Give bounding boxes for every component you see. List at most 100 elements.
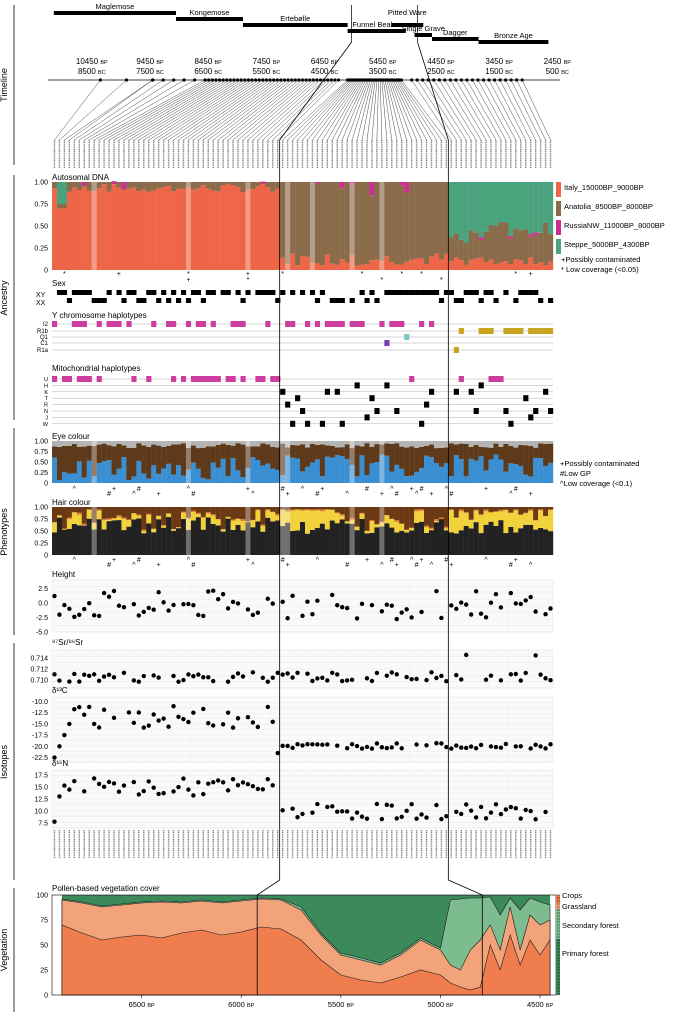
- eye-marker: #: [137, 486, 141, 493]
- data-point: [533, 653, 538, 658]
- eye-brown-bar: [503, 443, 509, 472]
- hair-bar: [428, 527, 435, 530]
- hair-bar: [528, 509, 534, 511]
- eye-brown-bar: [384, 443, 390, 456]
- ancestry-bar: [493, 264, 499, 270]
- mito-marker: [473, 408, 479, 414]
- mito-marker: [225, 376, 231, 382]
- data-point: [101, 784, 107, 789]
- ancestry-bar: [463, 264, 469, 270]
- eye-brown-bar: [91, 445, 97, 477]
- ancestry-bar: [230, 182, 236, 185]
- sample-connector: [292, 79, 352, 141]
- hair-bar: [215, 507, 221, 520]
- mito-marker: [195, 376, 202, 382]
- data-point: [96, 613, 102, 619]
- hair-bar: [309, 507, 316, 510]
- legend-steppe: Steppe_5000BP_4300BP: [564, 240, 650, 249]
- eye-note-lowcov: ^Low coverage (<0.1): [560, 479, 633, 488]
- hair-bar: [503, 507, 509, 510]
- hair-bar: [468, 528, 474, 555]
- eye-brown-bar: [61, 446, 68, 473]
- hair-bar: [275, 520, 281, 555]
- eye-blue-bar: [379, 454, 385, 483]
- timeline-tick-bc: 5500 BC: [253, 67, 281, 76]
- hair-bar: [468, 507, 474, 520]
- ychrom-marker: [404, 334, 410, 340]
- hair-bar: [76, 525, 82, 555]
- mito-marker: [394, 408, 400, 414]
- ancestry-bar: [389, 262, 395, 270]
- data-point: [265, 704, 270, 710]
- hair-bar: [538, 510, 544, 528]
- eye-blue-bar: [290, 457, 296, 483]
- data-point: [483, 677, 489, 682]
- data-point: [87, 601, 92, 606]
- data-point: [141, 609, 146, 615]
- eye-grey-bar: [230, 441, 236, 446]
- eye-brown-bar: [359, 446, 365, 456]
- ancestry-bar: [166, 185, 172, 270]
- ancestry-bar: [374, 182, 380, 260]
- data-point: [141, 673, 146, 679]
- hair-bar: [230, 520, 236, 530]
- hair-bar: [265, 507, 271, 510]
- eye-brown-bar: [195, 448, 202, 469]
- ancestry-bar: [508, 263, 514, 270]
- ychrom-marker: [81, 321, 87, 327]
- ancestry-bar: [498, 182, 504, 223]
- hair-bar: [86, 507, 92, 510]
- eye-blue-bar: [438, 466, 445, 483]
- data-point: [354, 743, 360, 749]
- eye-brown-bar: [433, 448, 440, 464]
- eye-grey-bar: [136, 441, 142, 444]
- hair-bar: [414, 511, 420, 523]
- ancestry-bar: [354, 182, 360, 266]
- hair-bar: [190, 520, 197, 555]
- data-point: [285, 671, 290, 676]
- hair-bar: [121, 530, 127, 555]
- hair-bar: [468, 519, 474, 521]
- eye-brown-bar: [136, 443, 142, 461]
- ancestry-bar: [414, 258, 420, 270]
- ancestry-bar: [314, 263, 321, 270]
- eye-grey-bar: [210, 441, 216, 447]
- ancestry-bar: [280, 182, 286, 258]
- ancestry-bar: [339, 182, 345, 189]
- hair-marker: #: [107, 562, 111, 569]
- eye-brown-bar: [523, 445, 529, 475]
- mito-marker: [76, 376, 82, 382]
- hair-bar: [344, 521, 350, 524]
- hair-bar: [111, 517, 117, 519]
- data-point: [394, 672, 399, 677]
- data-point: [315, 742, 320, 747]
- eye-grey-bar: [309, 441, 316, 444]
- sample-connector: [74, 79, 164, 141]
- mito-marker: [285, 401, 291, 408]
- data-point: [488, 810, 494, 815]
- eye-brown-bar: [96, 444, 102, 464]
- sample-connector: [397, 79, 437, 141]
- sample-connector: [505, 79, 536, 141]
- hair-bar: [151, 528, 157, 533]
- hair-bar: [265, 510, 271, 518]
- data-point: [196, 672, 201, 677]
- hair-bar: [349, 518, 355, 520]
- eye-note-contaminated: +Possibly contaminated: [560, 459, 639, 468]
- hair-bar: [523, 524, 529, 555]
- eye-brown-bar: [364, 443, 370, 475]
- hair-bar: [111, 507, 117, 518]
- data-point: [211, 779, 216, 785]
- hair-bar: [453, 517, 459, 534]
- hair-bar: [166, 507, 172, 514]
- hair-bar: [200, 529, 206, 555]
- hair-bar: [329, 520, 335, 555]
- data-point: [533, 817, 538, 822]
- data-point: [245, 714, 251, 720]
- ancestry-bar: [349, 184, 355, 256]
- data-point: [82, 789, 87, 794]
- data-point: [454, 743, 459, 748]
- data-point: [181, 776, 186, 781]
- data-point: [513, 671, 518, 677]
- data-point: [136, 710, 142, 715]
